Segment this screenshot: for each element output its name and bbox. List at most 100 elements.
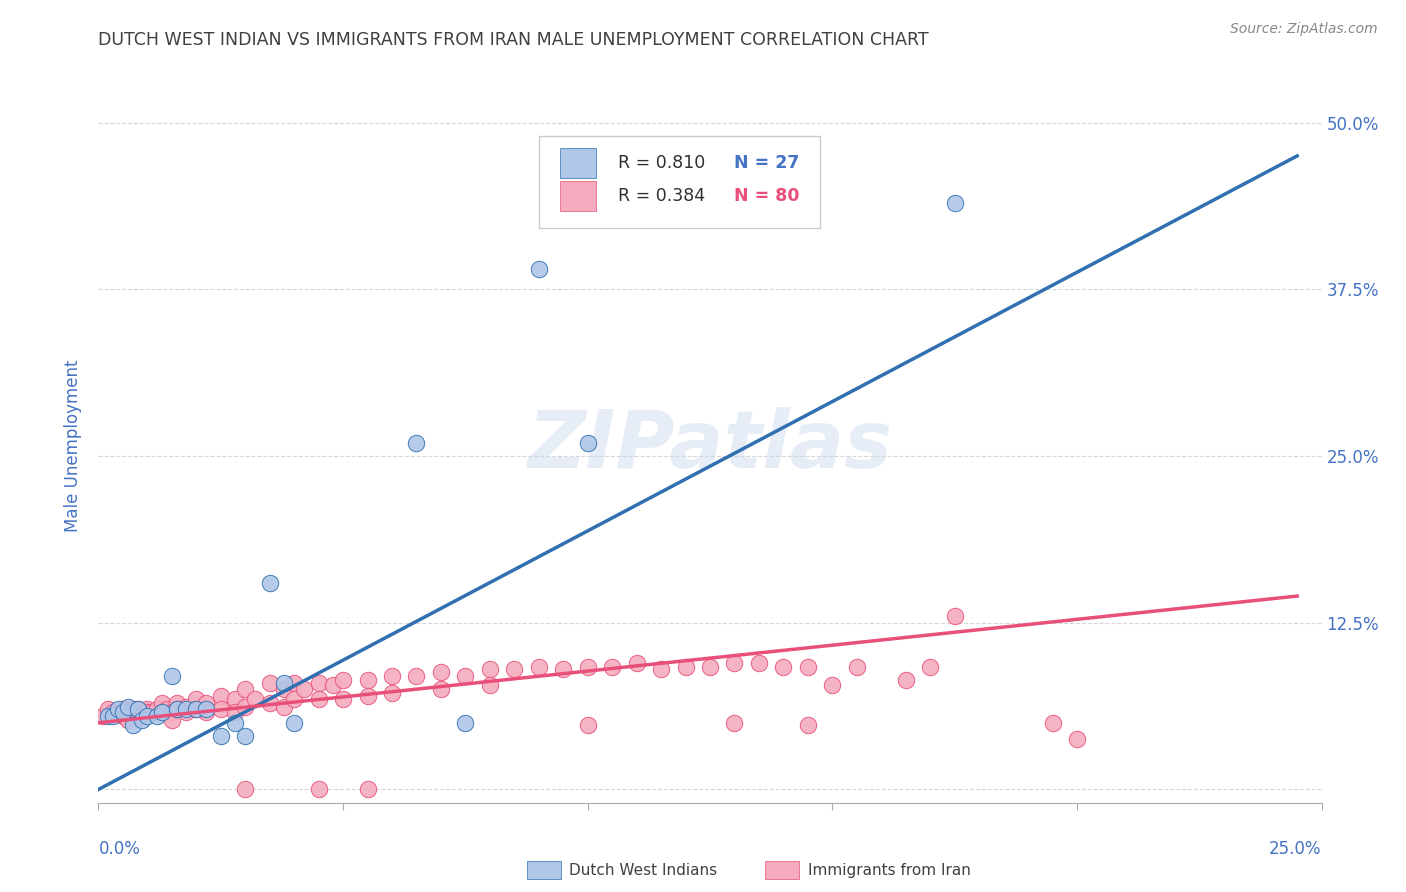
Point <box>259 675 281 690</box>
Point <box>176 702 198 716</box>
Point <box>1042 715 1064 730</box>
Point <box>121 702 143 716</box>
FancyBboxPatch shape <box>526 862 561 880</box>
Point <box>160 669 183 683</box>
Point <box>356 673 378 687</box>
Point <box>107 705 129 719</box>
Point <box>273 682 295 697</box>
Point <box>131 709 153 723</box>
Point <box>111 702 134 716</box>
Point <box>283 675 305 690</box>
Point <box>141 705 163 719</box>
Point <box>675 169 697 183</box>
Text: DUTCH WEST INDIAN VS IMMIGRANTS FROM IRAN MALE UNEMPLOYMENT CORRELATION CHART: DUTCH WEST INDIAN VS IMMIGRANTS FROM IRA… <box>98 31 929 49</box>
Point <box>356 782 378 797</box>
Point <box>259 575 281 590</box>
Point <box>322 678 344 692</box>
Point <box>430 665 453 679</box>
Point <box>209 729 232 743</box>
Point <box>117 699 139 714</box>
Point <box>553 662 575 676</box>
Text: ZIPatlas: ZIPatlas <box>527 407 893 485</box>
Point <box>273 675 295 690</box>
Point <box>308 691 330 706</box>
Point <box>920 659 942 673</box>
Point <box>176 699 198 714</box>
Point <box>723 656 745 670</box>
Point <box>195 696 218 710</box>
Point <box>224 715 246 730</box>
Point <box>650 662 672 676</box>
Point <box>150 705 173 719</box>
Point <box>259 696 281 710</box>
Point <box>699 659 721 673</box>
Point <box>332 691 354 706</box>
Point <box>233 682 256 697</box>
Point <box>381 686 404 700</box>
Point <box>97 702 120 716</box>
Point <box>195 702 218 716</box>
Point <box>127 702 149 716</box>
Point <box>381 669 404 683</box>
Point <box>797 718 820 732</box>
Point <box>101 705 124 719</box>
Point <box>454 715 477 730</box>
Point <box>894 673 917 687</box>
Point <box>233 699 256 714</box>
Point <box>308 782 330 797</box>
Point <box>576 435 599 450</box>
Point <box>186 691 208 706</box>
Y-axis label: Male Unemployment: Male Unemployment <box>65 359 83 533</box>
Point <box>405 669 427 683</box>
Point <box>111 709 134 723</box>
Point <box>723 715 745 730</box>
FancyBboxPatch shape <box>560 148 596 178</box>
Point <box>292 682 315 697</box>
Point <box>527 262 550 277</box>
Point <box>150 696 173 710</box>
Point <box>233 782 256 797</box>
Point <box>160 705 183 719</box>
Text: R = 0.384: R = 0.384 <box>619 186 706 204</box>
Point <box>478 662 501 676</box>
Point <box>772 659 794 673</box>
Point <box>121 705 143 719</box>
Text: N = 27: N = 27 <box>734 154 800 172</box>
Point <box>478 678 501 692</box>
Point <box>117 713 139 727</box>
Point <box>405 435 427 450</box>
Point <box>454 669 477 683</box>
FancyBboxPatch shape <box>765 862 800 880</box>
Point <box>1066 731 1088 746</box>
Point <box>146 702 169 716</box>
Point <box>136 702 159 716</box>
Text: N = 80: N = 80 <box>734 186 800 204</box>
Point <box>748 656 770 670</box>
Point <box>308 675 330 690</box>
Point <box>527 659 550 673</box>
Point <box>576 718 599 732</box>
Point <box>195 705 218 719</box>
Point <box>91 709 114 723</box>
Text: 25.0%: 25.0% <box>1270 840 1322 858</box>
Point <box>97 709 120 723</box>
Point <box>600 659 623 673</box>
Point <box>943 195 966 210</box>
Point <box>797 659 820 673</box>
Point <box>150 705 173 719</box>
Point <box>127 709 149 723</box>
Point <box>283 715 305 730</box>
Point <box>845 659 868 673</box>
FancyBboxPatch shape <box>560 180 596 211</box>
Point <box>821 678 844 692</box>
Point <box>111 705 134 719</box>
Point <box>117 705 139 719</box>
Point <box>224 705 246 719</box>
Point <box>127 702 149 716</box>
Point <box>166 702 188 716</box>
Point <box>136 709 159 723</box>
Point <box>121 718 143 732</box>
Text: Source: ZipAtlas.com: Source: ZipAtlas.com <box>1230 22 1378 37</box>
Point <box>166 702 188 716</box>
Point <box>166 696 188 710</box>
